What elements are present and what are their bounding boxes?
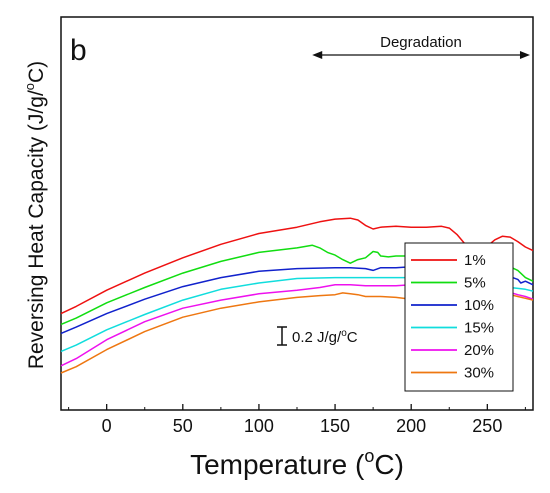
x-axis-ticks: 0 50 100 150 200 250 bbox=[68, 404, 526, 436]
scale-bar-label-main: 0.2 J/g/ bbox=[292, 329, 342, 346]
degradation-arrow-right-head bbox=[519, 51, 530, 59]
legend-box bbox=[404, 242, 514, 392]
panel-letter: b bbox=[70, 34, 87, 67]
y-axis-label-main: Reversing Heat Capacity (J/g/ bbox=[25, 90, 48, 369]
x-tick-label-250: 250 bbox=[472, 416, 502, 436]
series-line-1 bbox=[60, 217, 534, 315]
x-axis-label-main: Temperature ( bbox=[190, 449, 365, 480]
scale-bar-label: 0.2 J/g/oC bbox=[292, 328, 358, 346]
x-axis-label: Temperature (oC) bbox=[190, 446, 404, 480]
y-axis-label: Reversing Heat Capacity (J/g/oC) bbox=[22, 61, 48, 369]
x-tick-label-200: 200 bbox=[396, 416, 426, 436]
legend-label-3: 10% bbox=[464, 297, 494, 314]
x-tick-label-150: 150 bbox=[320, 416, 350, 436]
scale-bar bbox=[277, 326, 287, 346]
legend-label-6: 30% bbox=[464, 365, 494, 382]
legend: 1% 5% 10% 15% 20% 30% bbox=[404, 242, 514, 392]
y-axis-label-sup: o bbox=[22, 83, 37, 90]
degradation-arrow bbox=[312, 51, 530, 59]
x-tick-label-0: 0 bbox=[102, 416, 112, 436]
scale-bar-label-sup: o bbox=[341, 328, 347, 339]
legend-label-5: 20% bbox=[464, 342, 494, 359]
scale-bar-label-tail: C bbox=[347, 329, 358, 346]
x-axis-label-tail: C) bbox=[374, 449, 404, 480]
legend-label-2: 5% bbox=[464, 275, 486, 292]
degradation-arrow-left-head bbox=[312, 51, 323, 59]
legend-label-4: 15% bbox=[464, 320, 494, 337]
degradation-label: Degradation bbox=[380, 34, 462, 51]
x-tick-label-50: 50 bbox=[173, 416, 193, 436]
x-axis-label-sup: o bbox=[364, 446, 374, 466]
y-axis-label-tail: C) bbox=[25, 61, 48, 83]
legend-items: 1% 5% 10% 15% 20% 30% bbox=[411, 252, 494, 382]
legend-label-1: 1% bbox=[464, 252, 486, 269]
x-tick-label-100: 100 bbox=[244, 416, 274, 436]
